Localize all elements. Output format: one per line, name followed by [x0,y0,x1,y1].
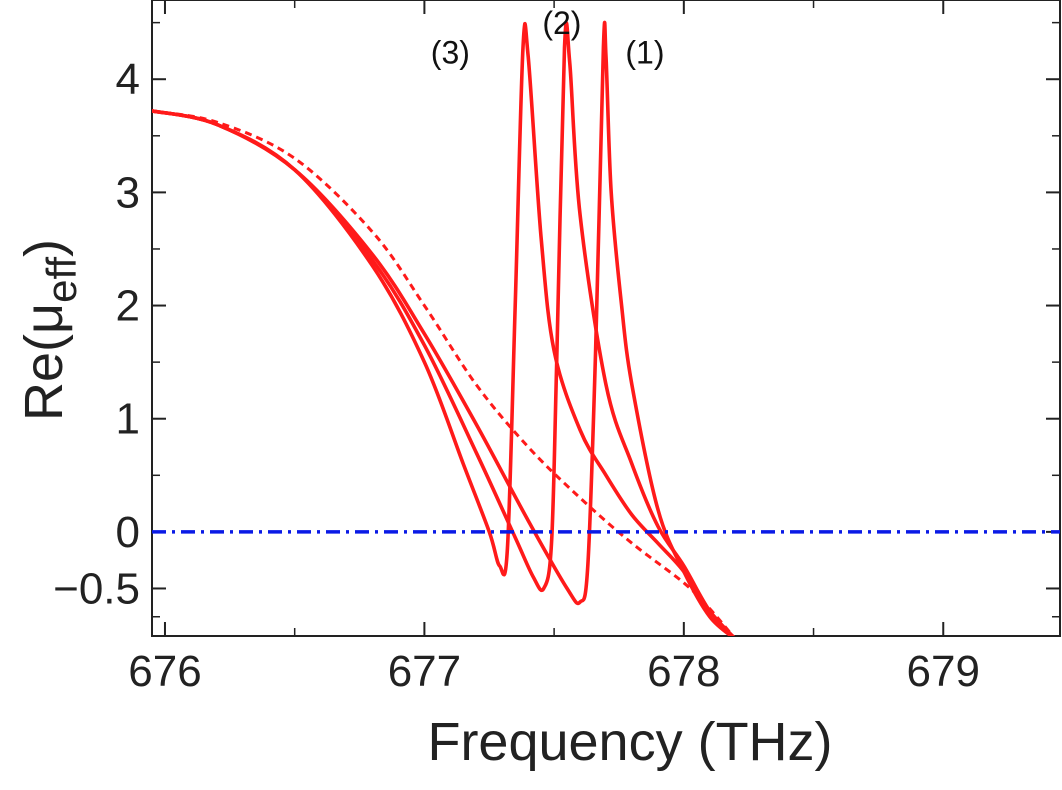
x-tick-label: 679 [907,647,980,696]
y-tick-label: 0 [116,508,140,557]
peak-annotations: (3) (2) (1) [431,5,665,70]
x-tick-labels: 676 677 678 679 [128,647,980,696]
plot-area [151,0,1061,637]
plot-frame [151,0,1061,637]
x-tick-label: 678 [647,647,720,696]
y-tick-label: 3 [116,168,140,217]
y-axis-label-sub: eff [38,257,85,303]
x-tick-label: 676 [128,647,201,696]
peak-label: (3) [431,34,470,70]
series-line-1 [152,20,735,636]
y-axis-label: Re(μeff) [14,239,85,421]
peak-label: (1) [625,34,664,70]
series-line-2 [152,20,735,636]
x-axis-label: Frequency (THz) [427,712,832,772]
y-tick-labels: −0.5 0 1 2 3 4 [53,55,140,613]
y-axis-label-close: ) [14,239,74,257]
series-line-3 [152,21,735,636]
peak-label: (2) [542,5,581,41]
y-tick-label: −0.5 [53,564,140,613]
series-layer [152,20,1060,636]
y-tick-label: 4 [116,55,140,104]
x-tick-label: 677 [388,647,461,696]
y-tick-label: 2 [116,282,140,331]
series-line-reference [152,109,735,636]
y-tick-label: 1 [116,395,140,444]
minor-ticks [152,0,1060,636]
y-axis-label-base: Re(μ [14,303,74,421]
